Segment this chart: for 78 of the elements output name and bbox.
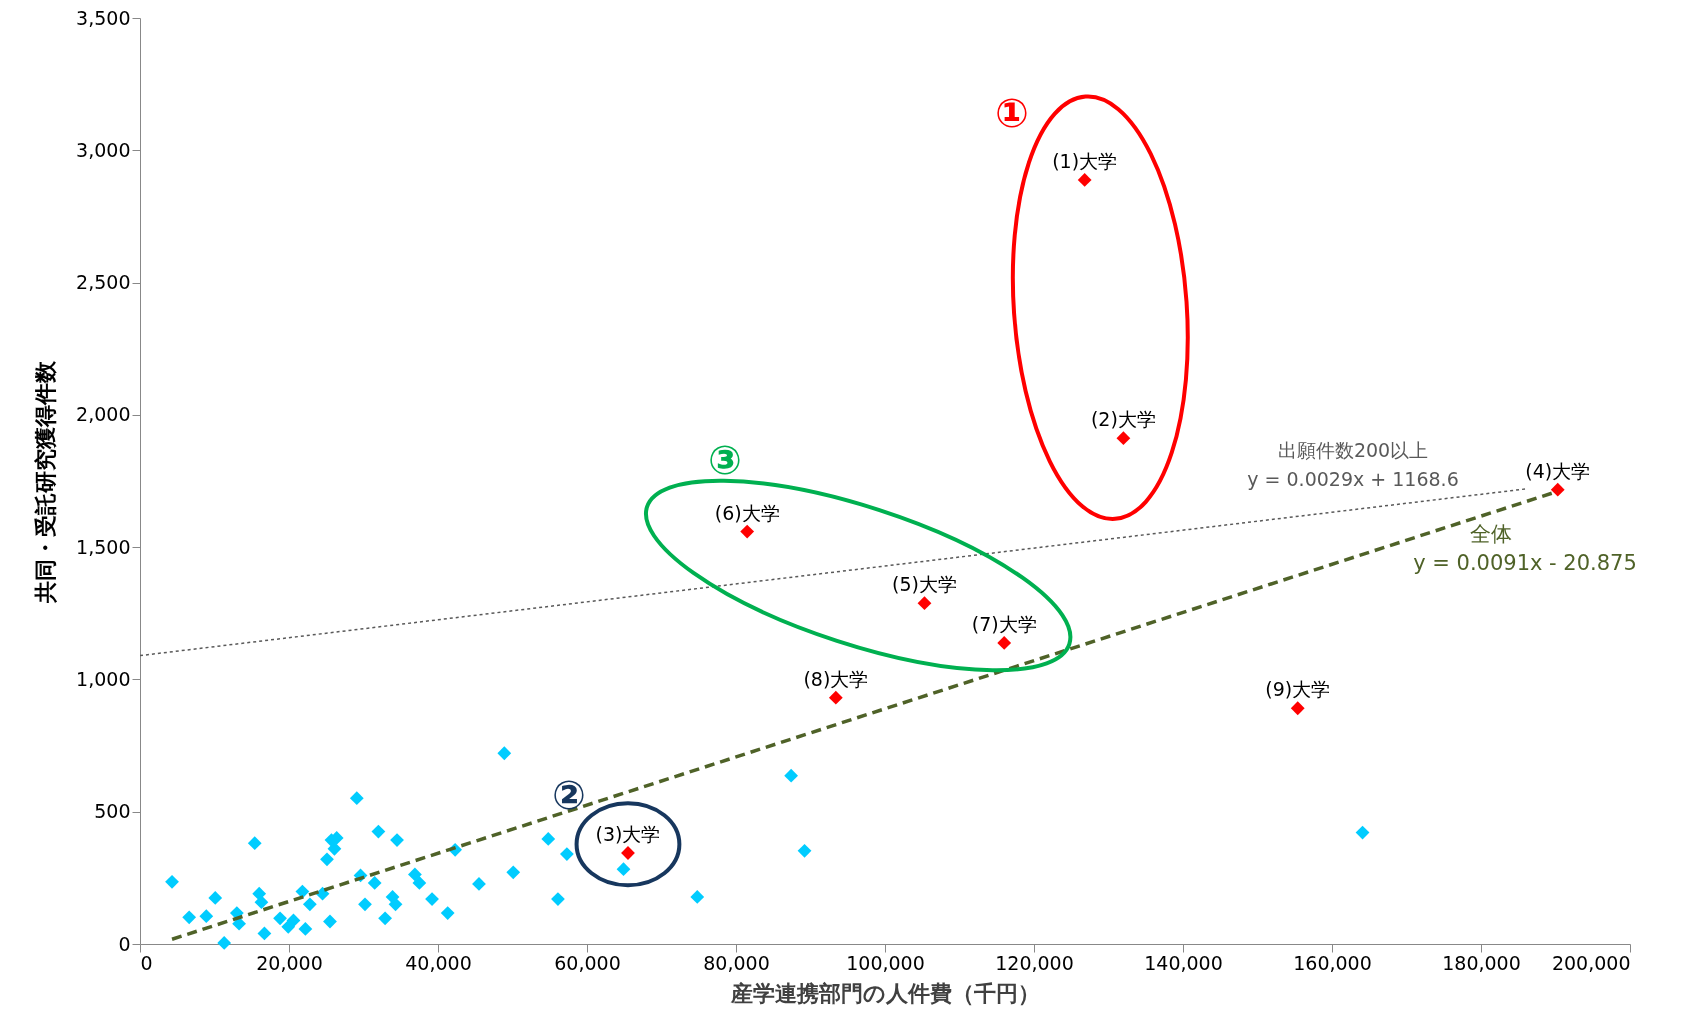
- annotation: (8)大学: [803, 667, 869, 690]
- point: [358, 897, 372, 912]
- point: [217, 936, 232, 950]
- x-tick-label: 0: [140, 951, 153, 974]
- point: [320, 852, 334, 867]
- annotation: (4)大学: [1525, 459, 1591, 482]
- point: [408, 867, 422, 882]
- y-tick-label: 3,500: [76, 6, 131, 29]
- point: [273, 911, 287, 926]
- point: [1355, 825, 1370, 840]
- point: [1550, 482, 1565, 497]
- point: [371, 824, 386, 839]
- point: [302, 897, 317, 912]
- point: [690, 890, 705, 904]
- point: [1116, 431, 1131, 446]
- x-tick-label: 100,000: [846, 951, 925, 974]
- point: [367, 875, 382, 890]
- annotation: y = 0.0029x + 1168.6: [1247, 468, 1459, 490]
- annotation: (6)大学: [714, 501, 780, 524]
- annotation: 全体: [1470, 522, 1512, 546]
- point: [506, 865, 521, 880]
- point: [740, 524, 755, 539]
- annotation: (9)大学: [1265, 678, 1331, 701]
- annotation: (5)大学: [892, 573, 957, 596]
- x-tick-label: 160,000: [1293, 951, 1372, 974]
- point: [327, 841, 342, 856]
- x-tick-label: 200,000: [1551, 951, 1631, 974]
- y-tick-label: 1,000: [76, 667, 131, 690]
- annotation: ①: [995, 90, 1029, 136]
- x-tick-label: 40,000: [405, 951, 472, 974]
- x-tick-label: 140,000: [1144, 951, 1223, 974]
- point: [541, 832, 556, 846]
- annotation: 出願件数200以上: [1277, 439, 1429, 461]
- point: [182, 910, 197, 925]
- y-tick-label: 2,000: [76, 403, 131, 426]
- point: [199, 909, 214, 924]
- annotation: (1)大学: [1052, 149, 1118, 172]
- y-tick-label: 3,000: [76, 138, 131, 161]
- point: [1290, 701, 1305, 716]
- point: [1077, 173, 1092, 187]
- point: [997, 636, 1012, 650]
- x-tick-label: 120,000: [995, 951, 1074, 974]
- point: [257, 926, 272, 941]
- point: [784, 768, 799, 783]
- x-tick-label: 180,000: [1442, 951, 1521, 974]
- point: [165, 874, 179, 889]
- y-tick-label: 2,500: [76, 271, 131, 294]
- x-tick-label: 20,000: [256, 951, 323, 974]
- point: [412, 875, 427, 890]
- point: [559, 847, 574, 861]
- annotation: ③: [708, 437, 742, 483]
- y-tick-label: 0: [118, 932, 131, 955]
- point: [378, 911, 392, 926]
- point: [388, 897, 403, 912]
- point: [208, 891, 223, 905]
- point: [247, 836, 262, 851]
- x-tick-label: 80,000: [703, 951, 770, 974]
- annotation: (2)大学: [1090, 408, 1156, 431]
- point: [315, 886, 330, 901]
- point: [254, 895, 269, 910]
- point: [797, 843, 812, 858]
- point: [298, 922, 313, 936]
- point: [497, 746, 512, 761]
- annotation: ②: [552, 772, 586, 818]
- point: [616, 862, 631, 877]
- x-tick-label: 60,000: [554, 951, 621, 974]
- annotation: (7)大学: [971, 612, 1037, 635]
- annotation: (3)大学: [595, 822, 661, 845]
- point: [349, 791, 364, 806]
- y-tick-label: 500: [94, 800, 131, 823]
- annotation: y = 0.0091x - 20.875: [1413, 551, 1637, 575]
- x-axis-title: 産学連携部門の人件費（千円）: [730, 980, 1040, 1006]
- point: [323, 914, 337, 929]
- point: [440, 906, 455, 920]
- y-tick-label: 1,500: [76, 535, 131, 558]
- y-axis-title: 共同・受託研究獲得件数: [33, 359, 59, 604]
- point: [828, 690, 843, 705]
- point: [917, 596, 932, 611]
